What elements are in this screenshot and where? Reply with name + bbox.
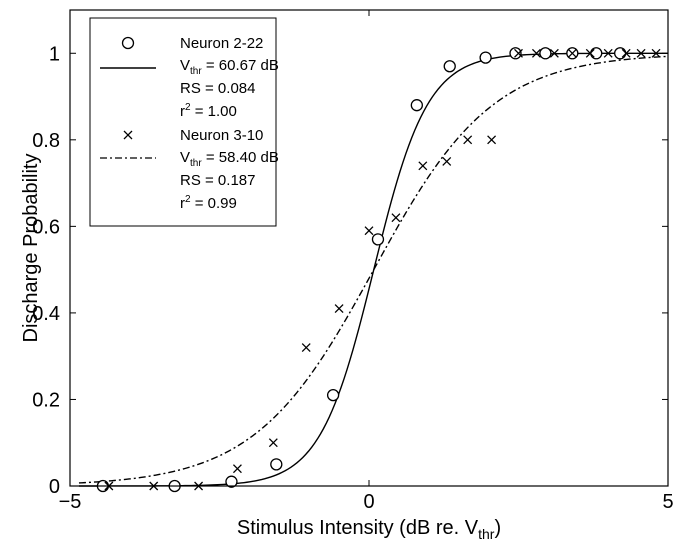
x-tick-label: −5 [59,491,82,513]
data-point-cross [364,226,374,236]
data-point-cross [442,156,452,166]
data-point-cross [651,48,661,58]
legend-rs-1: RS = 0.084 [180,80,255,97]
axis-ticks: −5 0 500.20.40.60.81 [32,10,674,513]
data-point-circle [225,475,238,488]
y-tick-label: 0 [49,476,60,498]
legend-marker-circle [121,36,135,50]
data-point-cross [487,135,497,145]
legend-box [89,17,277,227]
data-point-circle [614,47,627,60]
data-point-cross [567,48,577,58]
y-tick-label: 0.8 [32,130,60,152]
data-point-circle [371,233,385,246]
data-point-cross [418,161,428,171]
y-tick-label: 0.2 [32,389,60,411]
data-point-cross [531,48,541,58]
data-point-circle [590,47,603,60]
data-point-cross [585,48,595,58]
data-markers [96,47,661,493]
data-point-circle [410,99,423,112]
legend-name-1: Neuron 2-22 [180,35,263,52]
data-point-cross [636,48,646,58]
data-point-circle [539,47,552,60]
x-tick-label: 5 [662,491,673,513]
y-tick-label: 0.4 [32,303,60,325]
legend-name-2: Neuron 3-10 [180,127,263,144]
data-point-circle [270,458,283,471]
fit-line-neuron-3-10 [78,55,669,484]
data-point-cross [621,48,631,58]
data-point-cross [463,135,473,145]
data-point-cross [603,48,613,58]
data-point-cross [391,213,401,223]
x-tick-label: 0 [363,491,374,513]
legend-marker-cross [123,130,133,140]
legend-rs-2: RS = 0.187 [180,172,255,189]
legend: Neuron 2-22 Vthr = 60.67 dB RS = 0.084 r… [89,17,279,227]
x-axis-label: Stimulus Intensity (dB re. Vthr) [237,517,501,542]
data-point-circle [443,60,456,73]
data-point-cross [549,48,559,58]
legend-r2-1: r2 = 1.00 [180,102,237,120]
data-point-cross [514,48,523,58]
data-point-cross [232,464,242,474]
y-tick-label: 0.6 [32,216,60,238]
data-point-circle [479,51,492,64]
y-axis-label: Discharge Probability [20,154,42,343]
data-point-circle [509,47,522,60]
data-point-cross [334,304,344,314]
y-tick-label: 1 [49,43,60,65]
data-point-circle [326,388,340,402]
data-point-cross [301,343,311,352]
legend-r2-2: r2 = 0.99 [180,194,237,212]
data-point-cross [268,438,278,448]
legend-vthr-2: Vthr = 58.40 dB [180,149,279,169]
legend-vthr-1: Vthr = 60.67 dB [180,57,279,77]
